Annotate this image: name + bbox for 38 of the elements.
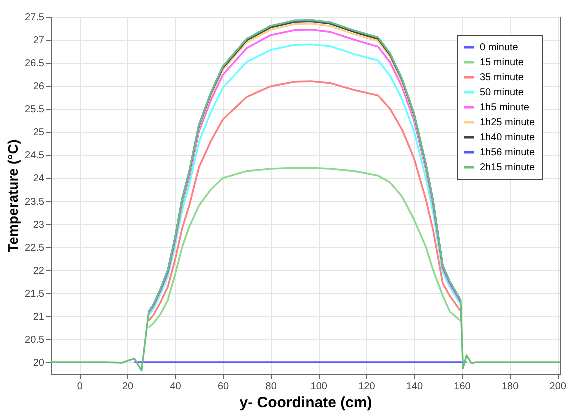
y-tick-label: 20.5 <box>25 334 45 346</box>
y-tick-label: 26.5 <box>25 58 45 70</box>
legend-label: 1h40 minute <box>480 132 536 144</box>
x-tick-label: 160 <box>454 382 472 392</box>
legend-label: 35 minute <box>480 72 524 84</box>
y-tick-label: 21 <box>33 312 45 323</box>
legend-label: 1h25 minute <box>480 118 536 128</box>
y-tick-label: 20 <box>33 358 45 369</box>
y-tick-label: 24 <box>33 174 45 185</box>
y-tick-label: 21.5 <box>25 288 45 300</box>
y-tick-label: 23.5 <box>25 196 45 208</box>
x-tick-label: 100 <box>310 382 328 392</box>
y-tick-label: 25.5 <box>25 104 45 116</box>
x-tick-label: 200 <box>550 382 567 392</box>
x-tick-label: 40 <box>170 382 182 392</box>
y-tick-label: 25 <box>33 128 45 139</box>
x-tick-label: 180 <box>502 382 520 392</box>
legend-label: 2h15 minute <box>480 162 536 174</box>
y-tick-label: 24.5 <box>25 150 45 162</box>
y-tick-label: 23 <box>33 220 45 231</box>
legend-label: 0 minute <box>480 42 519 54</box>
x-tick-label: 120 <box>358 382 376 392</box>
y-tick-label: 26 <box>33 82 45 93</box>
legend-label: 1h56 minute <box>480 148 536 158</box>
y-tick-label: 22.5 <box>25 242 45 254</box>
y-tick-label: 22 <box>33 266 45 277</box>
y-tick-label: 27 <box>33 36 45 47</box>
x-tick-label: 80 <box>266 382 278 392</box>
legend-label: 50 minute <box>480 88 524 98</box>
y-axis-title: Temperature (°C) <box>5 140 22 252</box>
x-tick-label: 20 <box>122 382 134 392</box>
y-tick-label: 27.5 <box>25 12 45 24</box>
x-tick-label: 60 <box>218 382 230 392</box>
x-tick-label: 0 <box>77 382 84 392</box>
x-tick-label: 140 <box>406 382 424 392</box>
legend-label: 1h5 minute <box>480 102 530 114</box>
x-axis-title: y- Coordinate (cm) <box>240 394 372 412</box>
legend-label: 15 minute <box>480 58 524 68</box>
